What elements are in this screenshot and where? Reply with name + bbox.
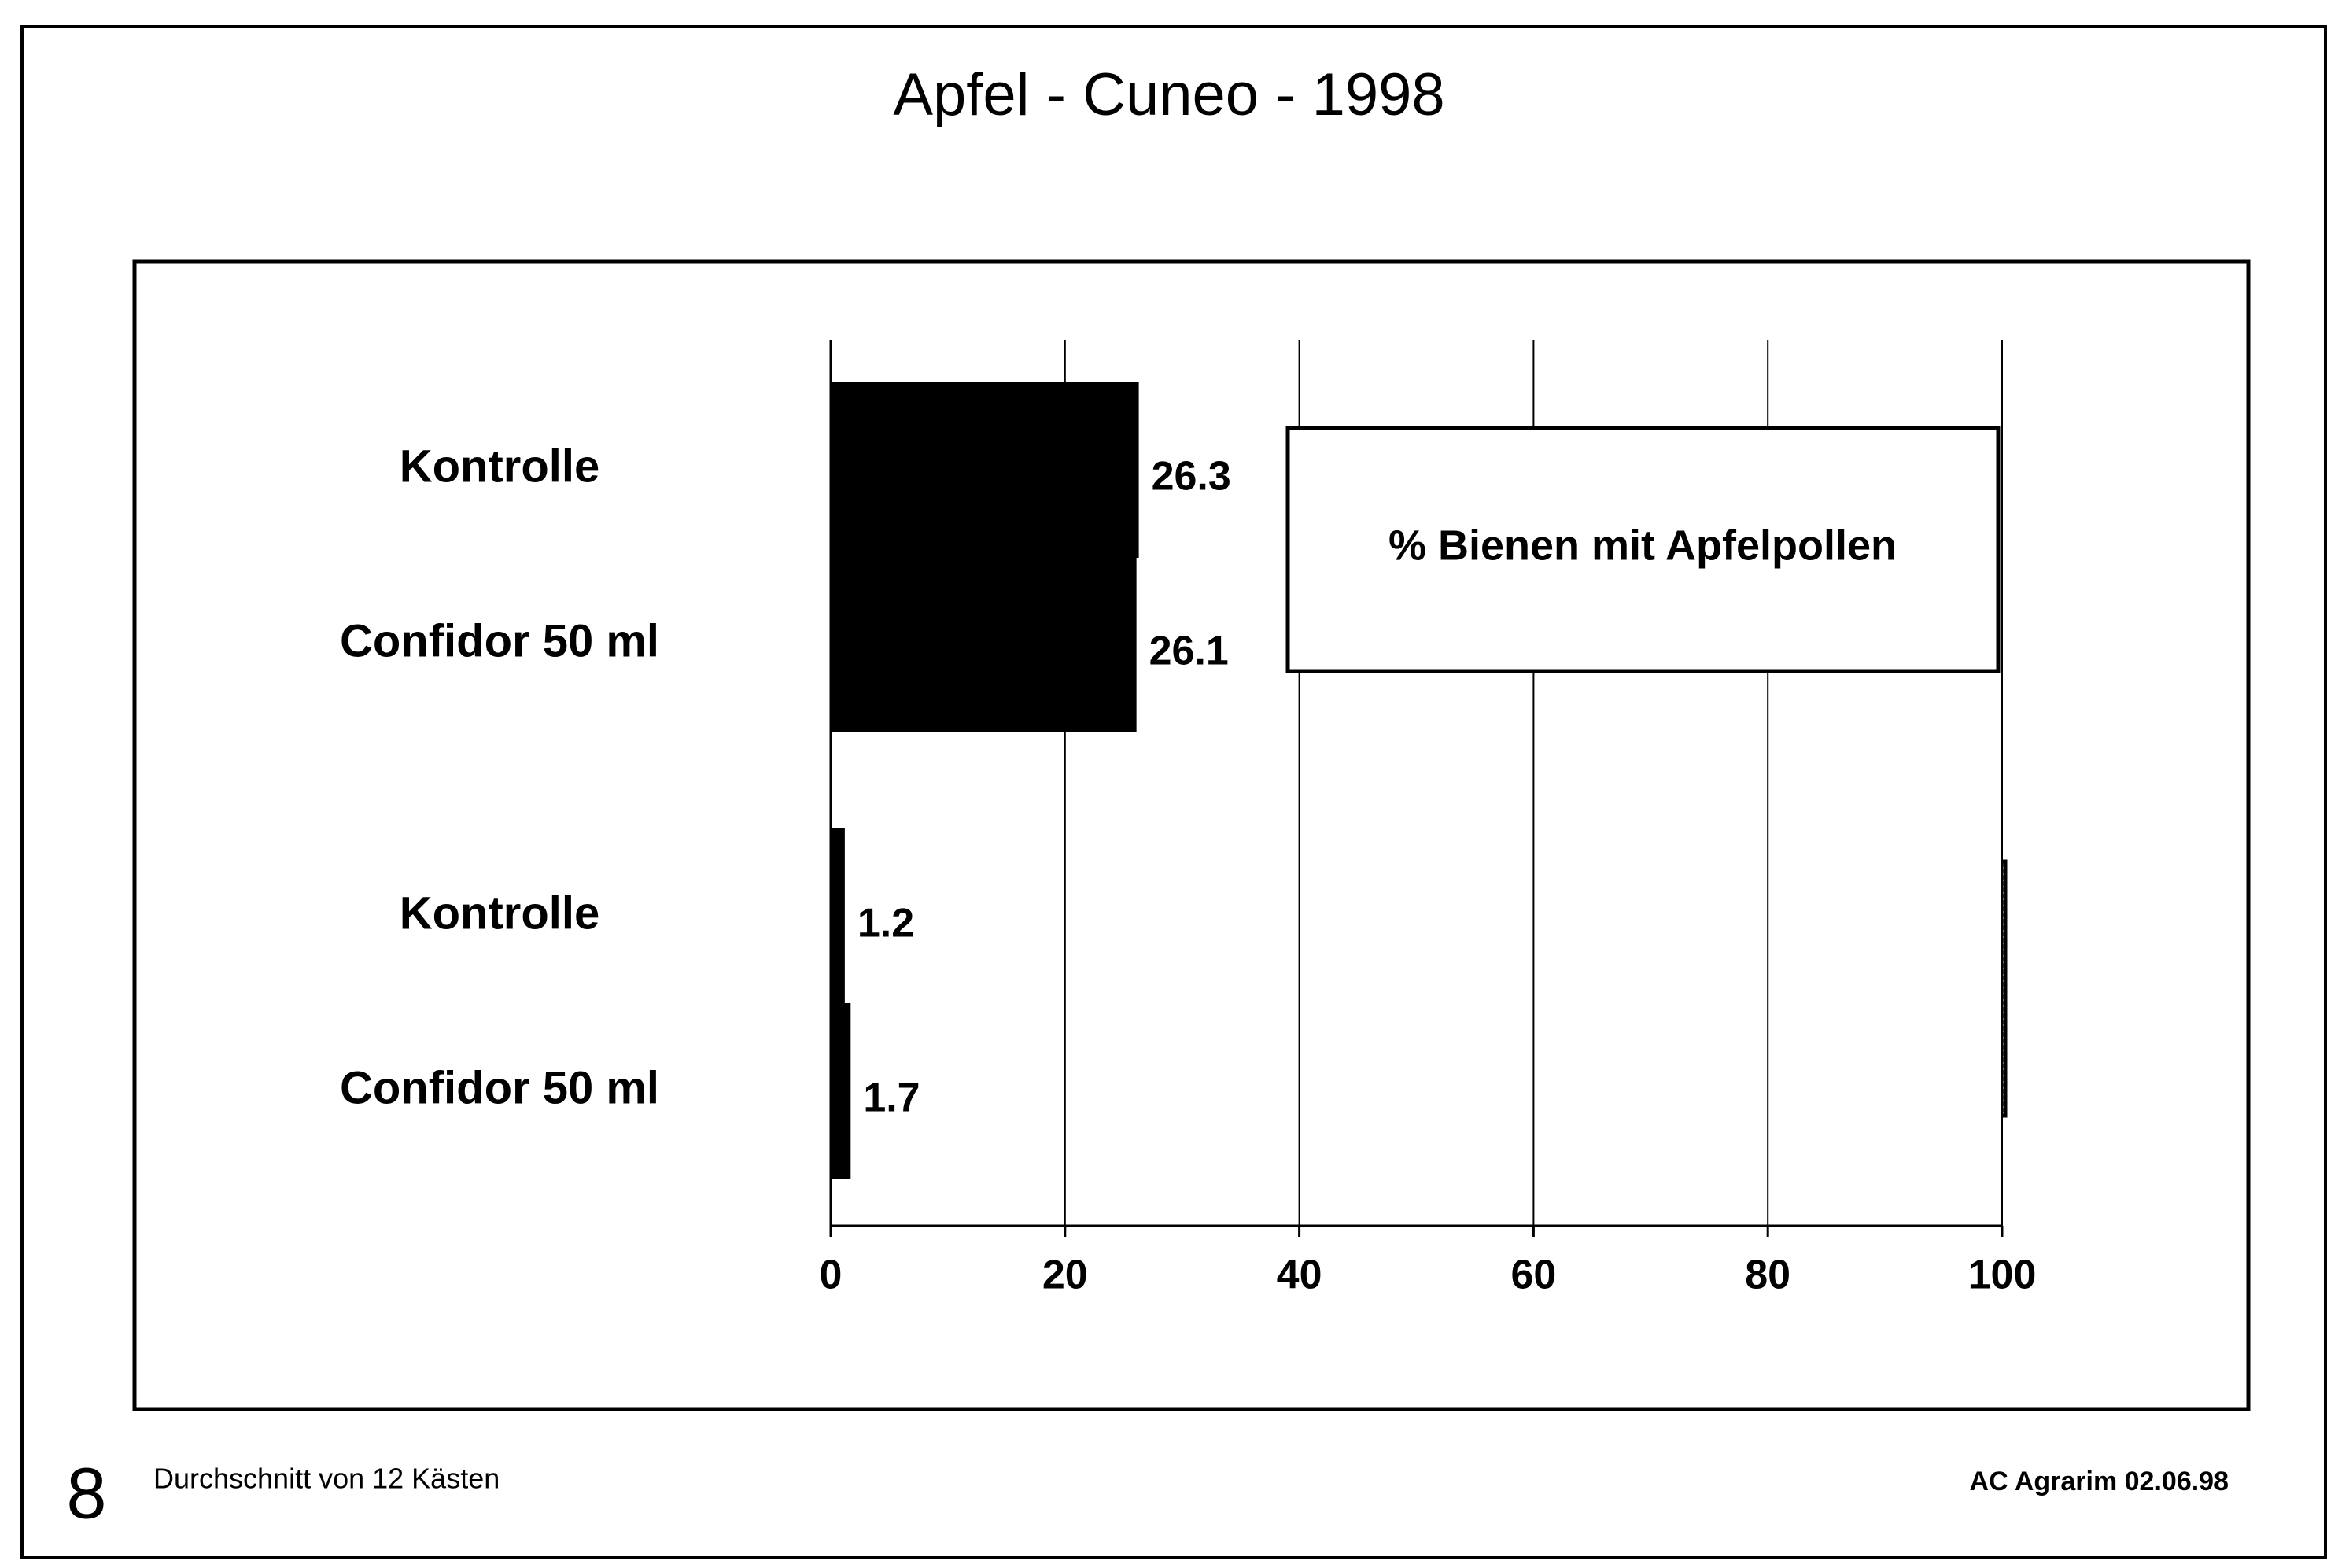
bar: [831, 1003, 851, 1179]
outer-frame: [20, 25, 2327, 1559]
legend-label: % Bienen mit Apfelpollen: [1388, 522, 1897, 569]
y-tick-label: Kontrolle: [400, 441, 600, 492]
y-tick-label: Confidor 50 ml: [340, 1062, 659, 1113]
inner-frame: [132, 259, 2251, 1411]
legend-box: [1285, 426, 2001, 673]
y-tick-label: Confidor 50 ml: [340, 615, 659, 666]
x-tick-label: 20: [1042, 1253, 1088, 1298]
chart-title: Apfel - Cuneo - 1998: [893, 61, 1444, 128]
value-label: 26.3: [1152, 454, 1231, 500]
x-tick-label: 80: [1745, 1253, 1790, 1298]
x-tick-label: 100: [1968, 1253, 2037, 1298]
bar: [831, 828, 845, 1005]
x-tick-label: 40: [1277, 1253, 1322, 1298]
value-label: 1.7: [863, 1075, 920, 1121]
page-number: 8: [66, 1453, 106, 1533]
x-tick-label: 0: [820, 1253, 843, 1298]
x-tick-label: 60: [1510, 1253, 1556, 1298]
value-label: 26.1: [1149, 629, 1229, 674]
bar: [831, 556, 1137, 732]
y-tick-label: Kontrolle: [400, 887, 600, 939]
footer-right: AC Agrarim 02.06.98: [1970, 1467, 2229, 1496]
footer-note: Durchschnitt von 12 Kästen: [153, 1463, 500, 1495]
value-label: 1.2: [857, 901, 914, 946]
bar: [831, 382, 1139, 558]
